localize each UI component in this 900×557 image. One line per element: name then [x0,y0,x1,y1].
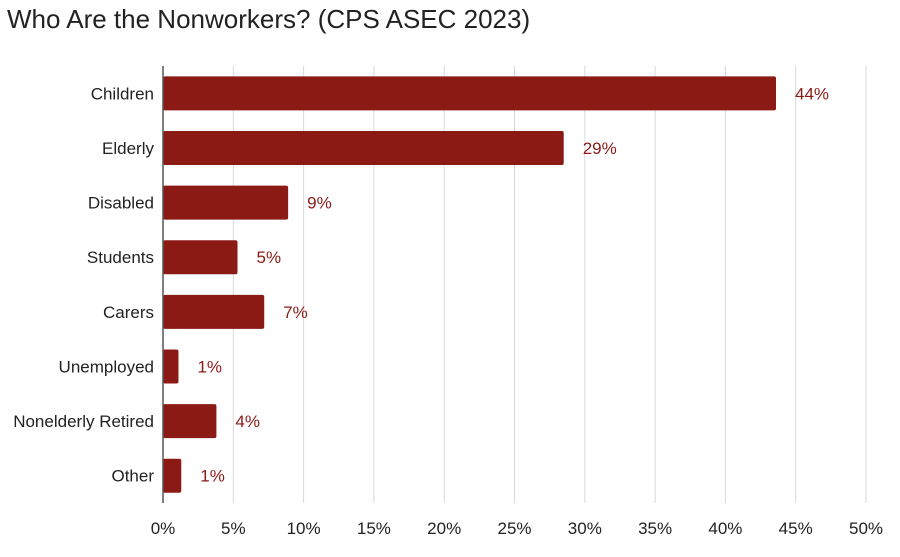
category-label: Elderly [102,139,154,158]
data-label: 5% [257,248,282,267]
category-labels: Children Elderly Disabled Students Carers Une… [13,84,154,485]
category-label: Students [87,248,154,267]
data-label: 44% [795,84,829,103]
x-tick-labels: 0% 5% 10% 15% 20% 25% 30% 35% 40% 45% 50% [151,519,883,538]
bar [163,185,289,220]
x-tick-label: 40% [708,519,742,538]
category-label: Disabled [88,194,154,213]
bar [163,240,238,275]
data-label: 7% [283,303,308,322]
category-label: Unemployed [59,357,154,376]
data-label: 4% [235,412,260,431]
category-label: Other [111,467,154,486]
data-label: 9% [307,194,332,213]
bar [163,404,217,439]
x-tick-label: 30% [568,519,602,538]
category-label: Carers [103,303,154,322]
bar [163,458,182,493]
x-tick-label: 20% [427,519,461,538]
x-tick-label: 25% [497,519,531,538]
x-tick-label: 0% [151,519,176,538]
data-label: 29% [583,139,617,158]
x-tick-label: 15% [357,519,391,538]
bar [163,130,564,165]
x-tick-label: 50% [849,519,883,538]
category-label: Children [91,84,154,103]
x-tick-label: 5% [221,519,246,538]
category-label: Nonelderly Retired [13,412,154,431]
data-label: 1% [200,467,225,486]
bars [163,76,777,493]
bar [163,294,265,329]
bar [163,76,777,111]
data-labels: 44% 29% 9% 5% 7% 1% 4% 1% [197,84,829,485]
bar [163,349,179,384]
x-tick-label: 10% [287,519,321,538]
x-tick-label: 35% [638,519,672,538]
data-label: 1% [197,357,222,376]
x-tick-label: 45% [779,519,813,538]
chart-title: Who Are the Nonworkers? (CPS ASEC 2023) [7,4,531,34]
